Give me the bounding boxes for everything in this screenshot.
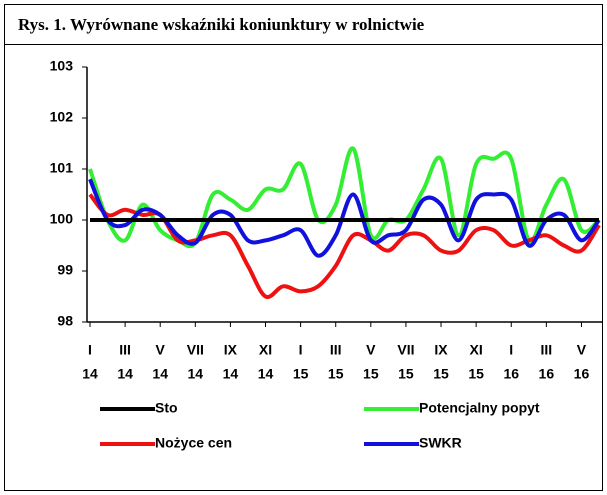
y-tick-label: 98 — [57, 313, 73, 329]
frame — [4, 4, 603, 491]
x-tick-year: 14 — [82, 366, 98, 382]
x-tick-year: 15 — [398, 366, 414, 382]
legend-label: SWKR — [419, 435, 462, 451]
x-tick-year: 14 — [117, 366, 133, 382]
x-tick-label: XI — [470, 342, 483, 358]
x-tick-year: 15 — [328, 366, 344, 382]
x-tick-label: IX — [434, 342, 448, 358]
x-tick-label: III — [119, 342, 131, 358]
x-tick-year: 15 — [468, 366, 484, 382]
x-tick-label: V — [156, 342, 166, 358]
x-tick-year: 16 — [574, 366, 590, 382]
y-tick-label: 101 — [50, 160, 74, 176]
y-tick-label: 102 — [50, 109, 74, 125]
x-tick-label: III — [330, 342, 342, 358]
legend-label: Sto — [155, 400, 178, 416]
x-tick-year: 16 — [539, 366, 555, 382]
x-tick-label: I — [509, 342, 513, 358]
y-tick-label: 100 — [50, 211, 74, 227]
legend-label: Potencjalny popyt — [419, 400, 540, 416]
series-line — [88, 178, 601, 258]
x-tick-year: 14 — [152, 366, 168, 382]
x-tick-label: V — [577, 342, 587, 358]
x-tick-year: 14 — [258, 366, 274, 382]
x-tick-year: 16 — [503, 366, 519, 382]
chart-title: Rys. 1. Wyrównane wskaźniki koniunktury … — [18, 15, 425, 34]
legend-label: Nożyce cen — [155, 435, 232, 451]
x-tick-label: VII — [397, 342, 414, 358]
x-tick-year: 14 — [223, 366, 239, 382]
x-tick-label: XI — [259, 342, 272, 358]
x-tick-year: 14 — [188, 366, 204, 382]
x-tick-year: 15 — [433, 366, 449, 382]
x-tick-label: I — [299, 342, 303, 358]
x-tick-label: V — [366, 342, 376, 358]
x-tick-year: 15 — [293, 366, 309, 382]
y-tick-label: 99 — [57, 262, 73, 278]
x-tick-label: VII — [187, 342, 204, 358]
x-tick-label: III — [541, 342, 553, 358]
x-tick-year: 15 — [363, 366, 379, 382]
x-tick-label: IX — [224, 342, 238, 358]
series-line — [88, 193, 601, 300]
y-tick-label: 103 — [50, 58, 74, 74]
x-tick-label: I — [88, 342, 92, 358]
